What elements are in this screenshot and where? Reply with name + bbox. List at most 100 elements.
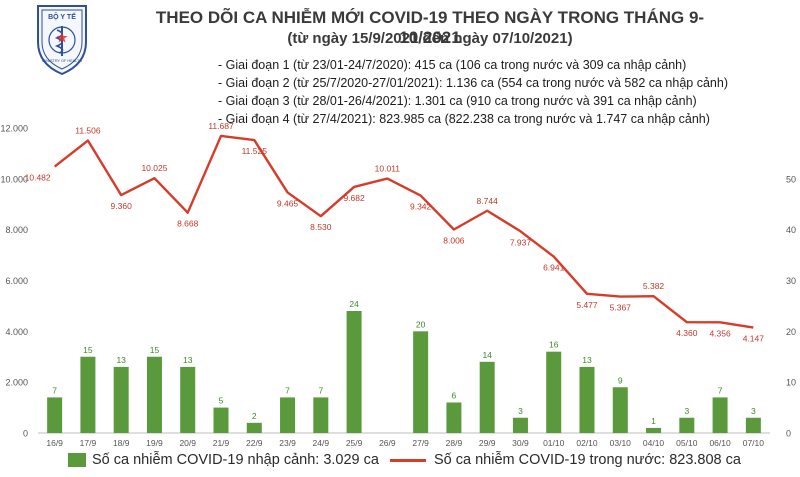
x-tick-label: 17/9 <box>80 438 97 448</box>
logo-bottom-text: MINISTRY OF HEALTH <box>42 59 82 63</box>
x-tick-label: 29/9 <box>479 438 496 448</box>
legend-label-bars: Số ca nhiễm COVID-19 nhập cảnh: 3.029 ca <box>92 452 379 468</box>
line-value-label: 8.744 <box>477 196 499 206</box>
x-tick-label: 28/9 <box>446 438 463 448</box>
line-value-label: 5.382 <box>643 281 665 291</box>
bar-value-label: 13 <box>183 355 193 365</box>
x-tick-label: 25/9 <box>346 438 363 448</box>
bar <box>712 397 728 433</box>
x-tick-label: 18/9 <box>113 438 130 448</box>
x-tick-label: 26/9 <box>379 438 396 448</box>
bar-value-label: 20 <box>416 319 426 329</box>
y-right-tick-label: 0 <box>786 429 791 439</box>
line-value-label: 5.477 <box>576 300 598 310</box>
x-tick-label: 19/9 <box>146 438 163 448</box>
bar <box>512 417 528 433</box>
bar-value-label: 6 <box>452 391 457 401</box>
legend-swatch-line <box>390 458 426 462</box>
bar <box>479 361 495 433</box>
x-tick-label: 04/10 <box>643 438 665 448</box>
bar-value-label: 3 <box>751 406 756 416</box>
bar <box>280 397 296 433</box>
bar <box>612 387 628 433</box>
bar-value-label: 1 <box>651 416 656 426</box>
legend-label-line: Số ca nhiễm COVID-19 trong nước: 823.808… <box>434 452 741 468</box>
bar <box>546 351 562 433</box>
x-tick-label: 24/9 <box>313 438 330 448</box>
x-tick-label: 27/9 <box>412 438 429 448</box>
chart-title: THEO DÕI CA NHIỄM MỚI COVID-19 THEO NGÀY… <box>155 8 705 47</box>
line-value-label: 9.360 <box>111 201 133 211</box>
bar-value-label: 13 <box>582 355 592 365</box>
legend-item-line: Số ca nhiễm COVID-19 trong nước: 823.808… <box>390 452 741 468</box>
bar <box>80 356 96 433</box>
phase-note-2: - Giai đoạn 2 (từ 25/7/2020-27/01/2021):… <box>218 76 728 90</box>
x-tick-label: 05/10 <box>676 438 698 448</box>
bar <box>745 417 761 433</box>
x-tick-label: 16/9 <box>46 438 63 448</box>
phase-note-3: - Giai đoạn 3 (từ 28/01-26/4/2021): 1.30… <box>218 94 697 108</box>
y-left-tick-label: 6.000 <box>5 276 28 286</box>
phase-note-1: - Giai đoạn 1 (từ 23/01-24/7/2020): 415 … <box>218 58 687 72</box>
line-value-label: 8.006 <box>443 236 465 246</box>
line-value-label: 11.506 <box>75 126 101 136</box>
bar-value-label: 7 <box>718 385 723 395</box>
legend-swatch-bars <box>68 453 86 467</box>
line-value-label: 11.687 <box>208 121 234 131</box>
bar-value-label: 3 <box>518 406 523 416</box>
bar <box>446 402 462 433</box>
bar-value-label: 2 <box>252 411 257 421</box>
x-tick-label: 21/9 <box>213 438 230 448</box>
line-value-label: 10.025 <box>141 163 167 173</box>
x-tick-label: 07/10 <box>743 438 765 448</box>
phase-notes: - Giai đoạn 1 (từ 23/01-24/7/2020): 415 … <box>218 56 728 128</box>
ministry-of-health-logo: BỘ Y TẾ MINISTRY OF HEALTH <box>37 5 87 76</box>
x-tick-label: 20/9 <box>179 438 196 448</box>
phase-note-4: - Giai đoạn 4 (từ 27/4/2021): 823.985 ca… <box>218 112 710 126</box>
line-value-label: 8.530 <box>310 222 332 232</box>
x-tick-label: 01/10 <box>543 438 565 448</box>
x-tick-label: 22/9 <box>246 438 263 448</box>
line-value-label: 7.937 <box>510 237 532 247</box>
y-right-tick-label: 30 <box>786 276 796 286</box>
bar <box>646 427 662 433</box>
y-left-tick-label: 2.000 <box>5 378 28 388</box>
bar-value-label: 16 <box>549 340 559 350</box>
bar-value-label: 3 <box>684 406 689 416</box>
y-right-tick-label: 50 <box>786 174 796 184</box>
line-value-label: 9.682 <box>343 193 365 203</box>
bar-value-label: 15 <box>150 345 160 355</box>
line-value-label: 6.941 <box>543 263 565 273</box>
bar <box>113 366 129 433</box>
chart-subtitle: (từ ngày 15/9/2021 đến ngày 07/10/2021) <box>287 30 573 47</box>
y-right-tick-label: 20 <box>786 327 796 337</box>
bar <box>47 397 63 433</box>
y-left-tick-label: 4.000 <box>5 327 28 337</box>
line-value-label: 10.011 <box>375 164 401 174</box>
bar-value-label: 14 <box>482 350 492 360</box>
line-value-label: 9.465 <box>277 198 299 208</box>
bar-value-label: 9 <box>618 375 623 385</box>
bar <box>213 407 229 433</box>
bar-value-label: 7 <box>52 385 57 395</box>
legend: Số ca nhiễm COVID-19 nhập cảnh: 3.029 ca… <box>68 452 788 474</box>
bar <box>313 397 329 433</box>
bar <box>180 366 196 433</box>
line-value-label: 11.525 <box>242 146 268 156</box>
y-left-tick-label: 0 <box>23 429 28 439</box>
line-value-label: 10.482 <box>25 173 51 183</box>
bar <box>246 422 262 433</box>
line-value-label: 9.342 <box>410 202 432 212</box>
x-tick-label: 02/10 <box>576 438 598 448</box>
bar <box>413 331 429 433</box>
x-tick-label: 03/10 <box>610 438 632 448</box>
bar-value-label: 7 <box>285 385 290 395</box>
line-value-label: 5.367 <box>610 303 632 313</box>
bar-value-label: 24 <box>349 299 359 309</box>
line-value-label: 4.360 <box>676 328 698 338</box>
y-right-tick-label: 10 <box>786 378 796 388</box>
line-series-path <box>53 134 754 329</box>
line-value-label: 4.356 <box>709 328 731 338</box>
bar <box>579 366 595 433</box>
